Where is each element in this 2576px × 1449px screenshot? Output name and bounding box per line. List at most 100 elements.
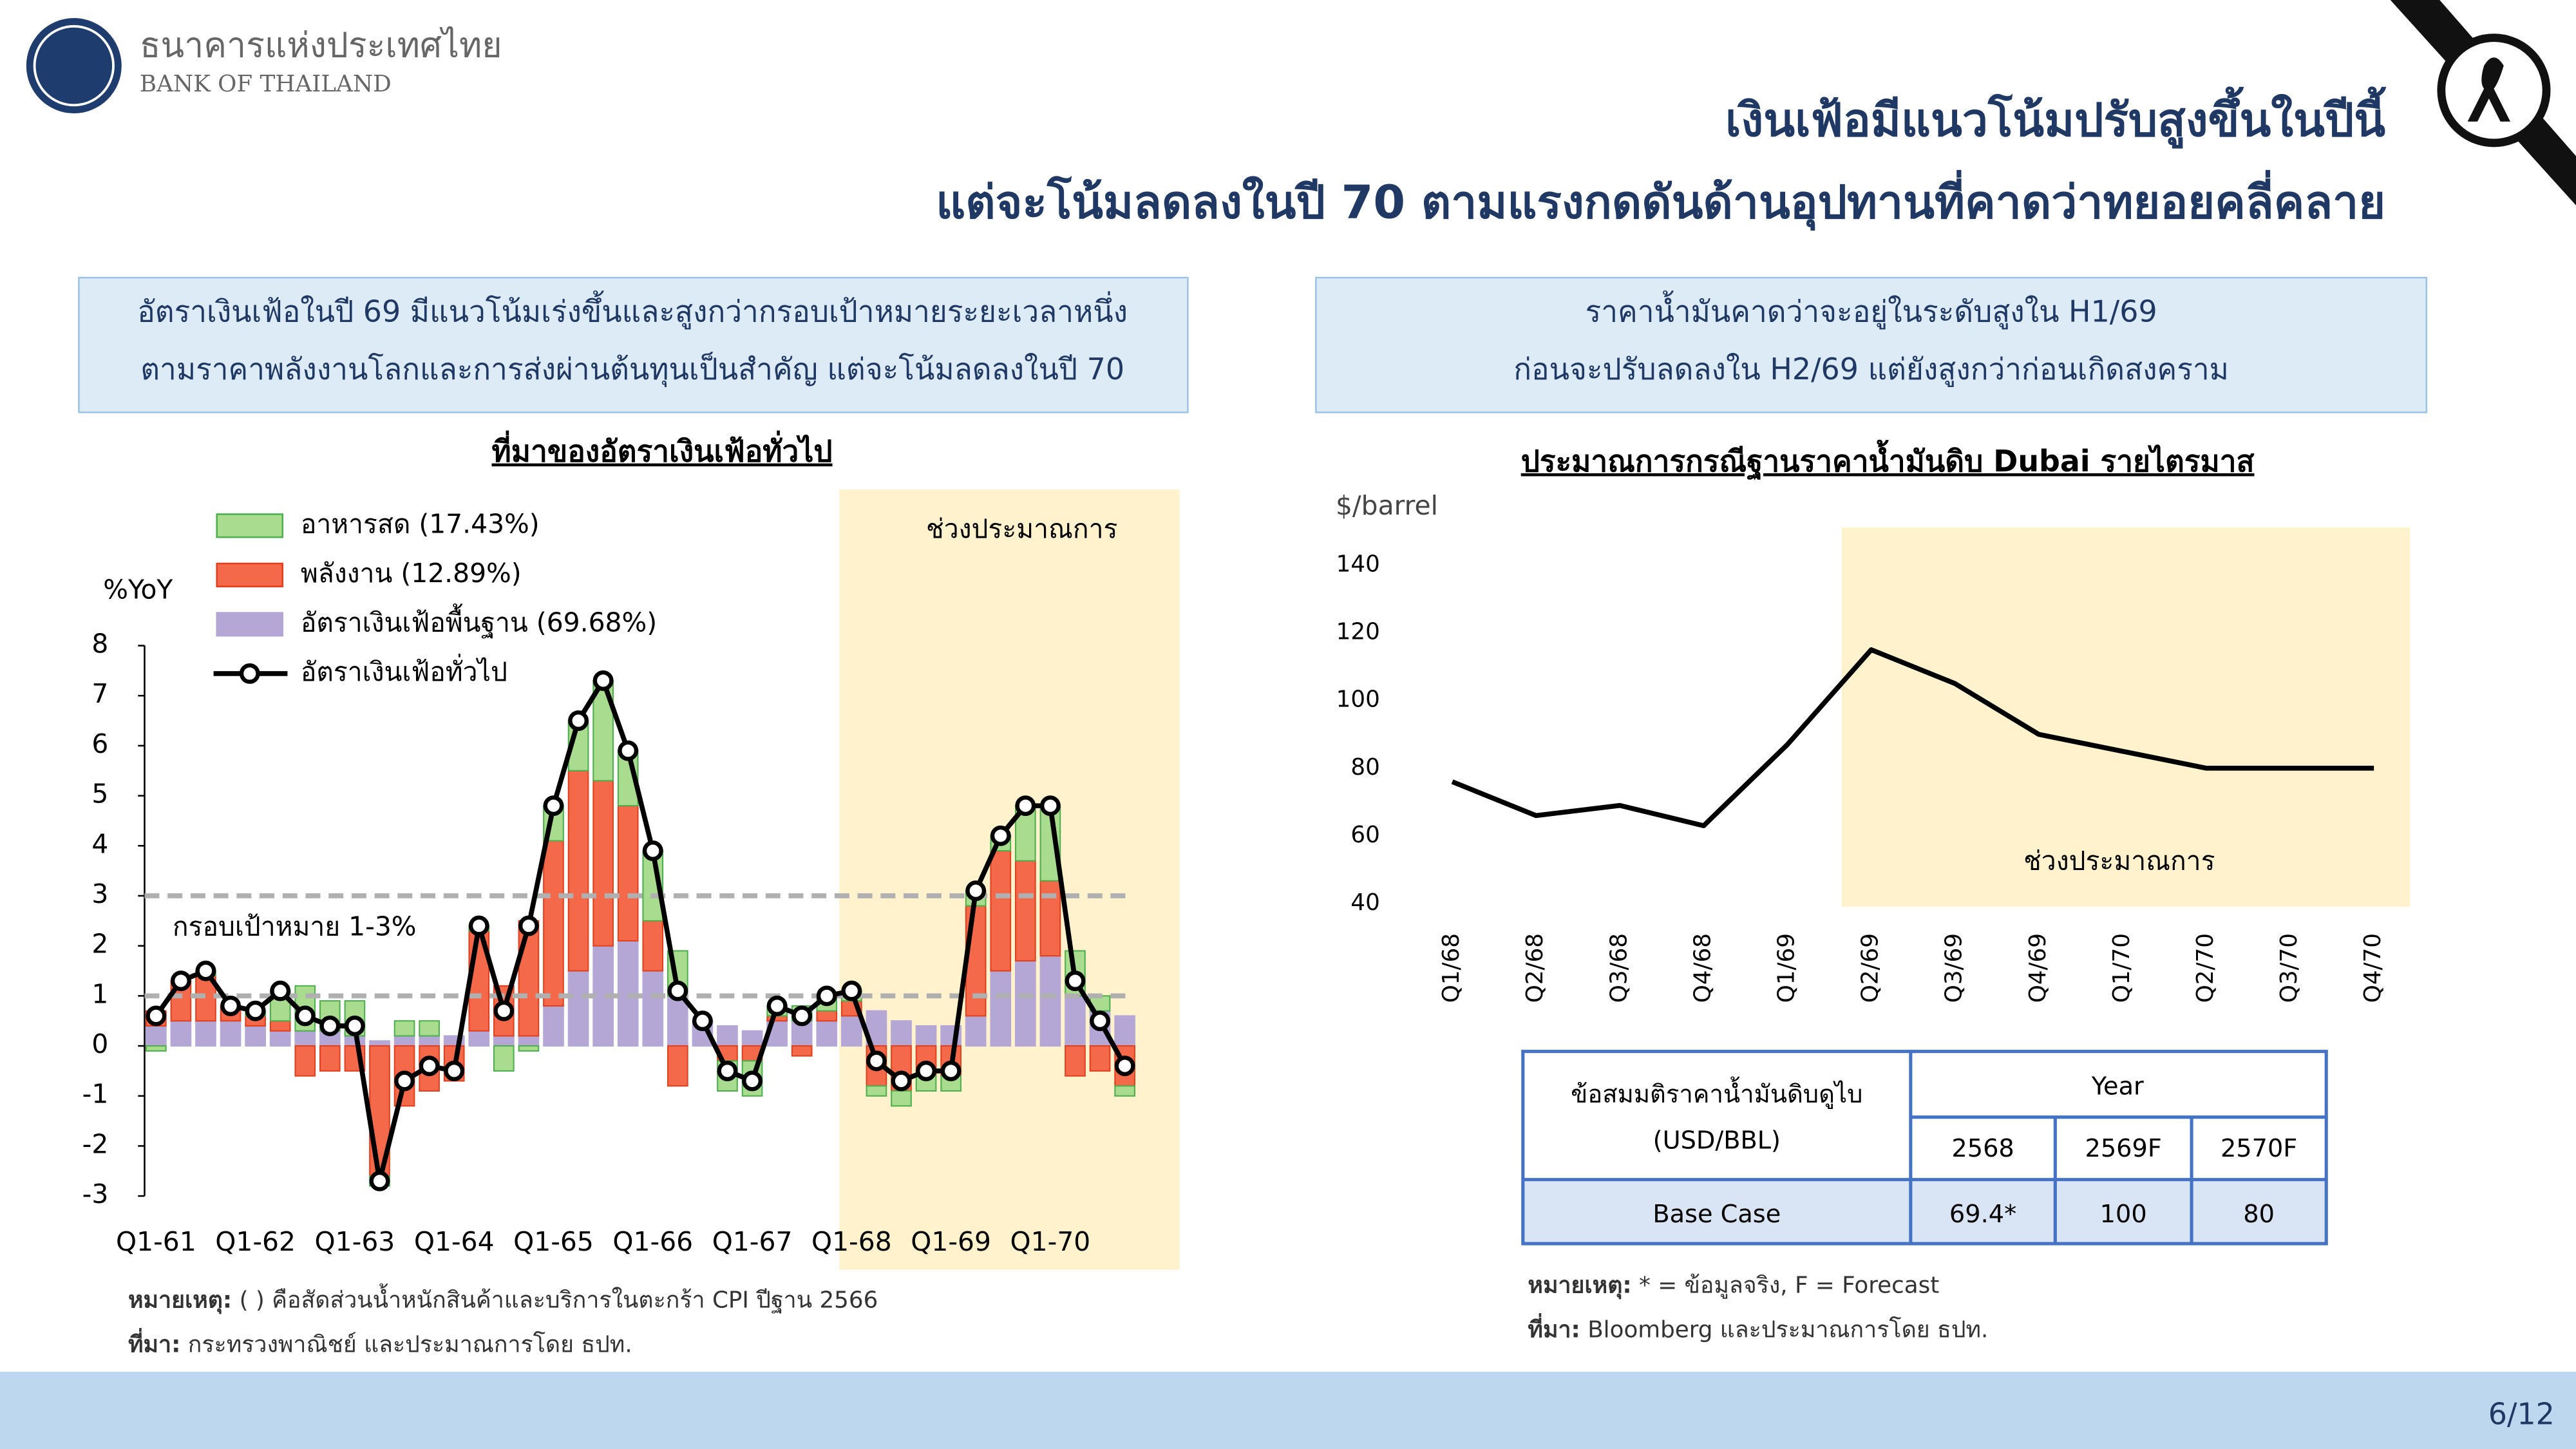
- oil-price-line: [1451, 647, 2374, 829]
- note-text: ( ) คือสัดส่วนน้ำหนักสินค้าและบริการในตะ…: [232, 1283, 878, 1313]
- x-tick-label: Q2/69: [1857, 933, 1884, 1003]
- headline-point: [146, 1005, 167, 1027]
- x-tick-label: Q1-68: [811, 1226, 892, 1257]
- headline-point: [468, 915, 489, 936]
- legend-label: อัตราเงินเฟ้อพื้นฐาน (69.68%): [301, 603, 657, 638]
- x-tick-label: Q4/70: [2360, 933, 2386, 1003]
- bar-segment: [146, 1045, 167, 1052]
- bar-segment: [990, 850, 1012, 972]
- legend-swatch: [216, 562, 284, 587]
- note-label: ที่มา:: [128, 1327, 180, 1358]
- bar-segment: [642, 970, 664, 1047]
- bar-segment: [393, 1020, 415, 1037]
- table-header: Year: [2091, 1072, 2144, 1101]
- y-tick-label: 6: [91, 728, 108, 759]
- bar-segment: [468, 1030, 490, 1047]
- note: ที่มา: Bloomberg และประมาณการโดย ธปท.: [1528, 1312, 1988, 1343]
- headline-point: [444, 1060, 465, 1081]
- x-tick-label: Q4/69: [2025, 933, 2051, 1003]
- x-tick-label: Q1-67: [712, 1226, 793, 1257]
- headline-point: [1090, 1010, 1111, 1032]
- y-tick-label: 8: [91, 629, 108, 659]
- y-tick-label: 40: [1350, 889, 1379, 916]
- y-tick-label: 120: [1336, 619, 1380, 645]
- legend-swatch: [216, 513, 284, 538]
- headline-point: [841, 980, 862, 1001]
- target-label: กรอบเป้าหมาย 1-3%: [173, 911, 417, 942]
- x-tick-label: Q1-69: [911, 1226, 991, 1257]
- table-year: 2568: [1951, 1134, 2014, 1163]
- x-tick-label: Q4/68: [1689, 933, 1716, 1003]
- table-cell: Base Case: [1653, 1200, 1781, 1229]
- y-tick-label: -2: [82, 1128, 109, 1159]
- headline-point: [891, 1070, 912, 1092]
- bar-segment: [667, 995, 688, 1047]
- org-th: ธนาคารแห่งประเทศไทย: [140, 25, 502, 66]
- bar-segment: [518, 920, 540, 1037]
- mourning-band: [2390, 0, 2576, 205]
- bar-segment: [1065, 1045, 1086, 1077]
- headline-point: [543, 795, 564, 817]
- footer-band: [0, 1372, 2576, 1449]
- headline-point: [170, 971, 191, 992]
- headline-point: [642, 840, 663, 862]
- x-tick-label: Q3/70: [2276, 933, 2302, 1003]
- note-label: หมายเหตุ:: [128, 1287, 232, 1314]
- table-frame: [1521, 1050, 2328, 1245]
- chart-title: ประมาณการกรณีฐานราคาน้ำมันดิบ Dubai รายไ…: [1521, 439, 2255, 480]
- bar-segment: [866, 1085, 887, 1097]
- bar-segment: [1065, 995, 1086, 1047]
- bar-segment: [1114, 1015, 1135, 1047]
- note-text: กระทรวงพาณิชย์ และประมาณการโดย ธปท.: [180, 1331, 632, 1358]
- title-line: เงินเฟ้อมีแนวโน้มปรับสูงขึ้นในปีนี้: [1725, 86, 2387, 149]
- bar-segment: [841, 1015, 862, 1047]
- y-tick-label: 1: [91, 978, 108, 1009]
- bar-segment: [269, 1030, 291, 1047]
- headline-point: [245, 1000, 266, 1021]
- table-row-fill: [1522, 1179, 2327, 1244]
- headline-point: [965, 880, 987, 902]
- bar-segment: [1089, 1045, 1111, 1072]
- bar-segment: [965, 1015, 987, 1047]
- y-axis-label: %YoY: [103, 574, 173, 605]
- legend-marker: [239, 663, 260, 684]
- x-tick-label: Q1-64: [414, 1226, 495, 1257]
- headline-point: [940, 1060, 961, 1081]
- table-cell: 69.4*: [1949, 1200, 2016, 1229]
- headline-point: [518, 915, 539, 936]
- headline-point: [692, 1010, 713, 1032]
- forecast-label: ช่วงประมาณการ: [926, 513, 1117, 544]
- headline-point: [319, 1016, 341, 1036]
- bar-segment: [816, 1020, 838, 1047]
- bar-segment: [866, 1010, 887, 1047]
- headline-point: [220, 995, 242, 1016]
- bar-segment: [891, 1090, 912, 1107]
- bar-segment: [195, 1020, 216, 1047]
- headline-point: [394, 1070, 415, 1092]
- note-label: หมายเหตุ:: [1528, 1272, 1631, 1299]
- x-tick-label: Q1-70: [1010, 1226, 1091, 1257]
- y-tick-label: 140: [1336, 551, 1380, 578]
- bar-segment: [617, 940, 639, 1047]
- bar-segment: [592, 780, 614, 947]
- bar-segment: [741, 1030, 763, 1047]
- bar-segment: [791, 1045, 813, 1057]
- headline-point: [592, 670, 614, 691]
- headline-point: [344, 1016, 365, 1036]
- headline-point: [717, 1060, 738, 1081]
- x-tick-label: Q3/68: [1605, 933, 1632, 1003]
- headline-point: [195, 960, 216, 981]
- headline-point: [1114, 1056, 1135, 1077]
- y-tick-label: 100: [1336, 687, 1380, 713]
- bar-segment: [393, 1035, 415, 1047]
- legend-label: อัตราเงินเฟ้อทั่วไป: [301, 654, 507, 687]
- x-tick-label: Q3/69: [1941, 933, 1967, 1003]
- bar-segment: [617, 805, 639, 942]
- y-tick-label: 7: [91, 678, 108, 709]
- summary-text: ตามราคาพลังงานโลกและการส่งผ่านต้นทุนเป็น…: [140, 352, 1124, 388]
- y-tick-label: -3: [82, 1179, 109, 1209]
- legend-swatch: [216, 612, 284, 637]
- summary-box: [78, 276, 1189, 413]
- bar-segment: [891, 1020, 912, 1047]
- bar-segment: [543, 840, 564, 1007]
